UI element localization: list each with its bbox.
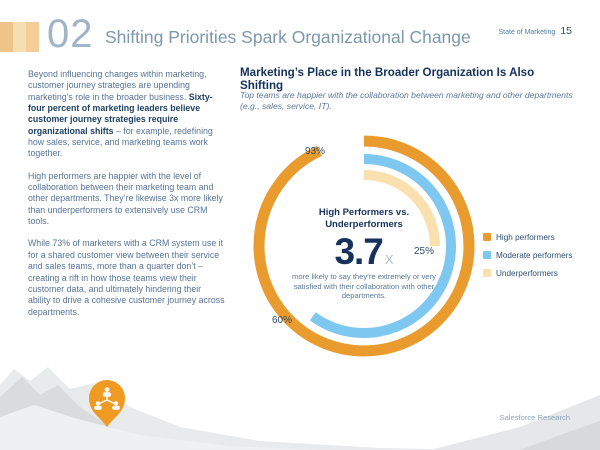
pin-body xyxy=(89,380,125,427)
legend-label: Underperformers xyxy=(496,268,558,278)
chart-legend: High performers Moderate performers Unde… xyxy=(483,228,572,282)
legend-swatch-underperformers xyxy=(483,269,491,277)
stat-value: 3.7 xyxy=(334,230,383,272)
stripe-3 xyxy=(26,22,39,52)
center-heading: High Performers vs. Underperformers xyxy=(289,207,439,232)
center-heading-line1: High Performers vs. xyxy=(318,207,410,218)
page-number: 15 xyxy=(560,25,572,37)
legend-swatch-moderate-performers xyxy=(483,251,491,259)
stripe-2 xyxy=(13,22,26,52)
paragraph-3: While 73% of marketers with a CRM system… xyxy=(28,238,225,317)
center-stat: 3.7 X xyxy=(289,233,439,270)
report-name: State of Marketing xyxy=(498,29,556,36)
page-title: Shifting Priorities Spark Organizational… xyxy=(105,27,471,47)
legend-swatch-high-performers xyxy=(483,233,491,241)
stat-caption: more likely to say they’re extremely or … xyxy=(292,271,436,301)
paragraph-1-highlight: Sixty-four percent of marketing leaders … xyxy=(28,91,213,136)
stat-multiplier-x: X xyxy=(384,251,394,267)
legend-label: Moderate performers xyxy=(496,250,573,260)
ring-value-moderate-performers: 60% xyxy=(272,315,293,326)
chapter-number: 02 xyxy=(47,12,94,56)
body-text-column: Beyond influencing changes within market… xyxy=(28,69,226,329)
paragraph-1: Beyond influencing changes within market… xyxy=(28,69,226,160)
corner-stripes-decoration xyxy=(0,22,39,52)
ring-high-performers xyxy=(253,135,475,357)
chart-title: Marketing’s Place in the Broader Organiz… xyxy=(240,66,535,92)
legend-item-moderate-performers: Moderate performers xyxy=(483,246,572,264)
paragraph-2: High performers are happier with the lev… xyxy=(28,170,223,227)
paragraph-1-outro: – for example, redefining how sales, ser… xyxy=(28,125,213,159)
legend-item-underperformers: Underperformers xyxy=(483,264,572,282)
ring-value-underperformers: 25% xyxy=(414,246,435,257)
mountains-decoration xyxy=(0,367,600,450)
concentric-donut-chart xyxy=(253,135,475,357)
running-header: State of Marketing 15 xyxy=(499,25,573,37)
stripe-1 xyxy=(0,22,13,52)
chart-subtitle: Top teams are happier with the collabora… xyxy=(240,90,573,112)
legend-item-high-performers: High performers xyxy=(483,228,572,246)
legend-label: High performers xyxy=(496,232,555,242)
paragraph-1-intro: Beyond influencing changes within market… xyxy=(28,69,207,102)
ring-moderate-performers xyxy=(272,154,456,338)
center-heading-line2: Underperformers xyxy=(325,219,403,231)
ring-underperformers xyxy=(288,170,440,322)
org-chart-pin-icon xyxy=(89,380,125,427)
ring-value-high-performers: 93% xyxy=(305,146,326,157)
mountain-front-right xyxy=(520,421,600,450)
mountain-foreground-left xyxy=(0,405,320,450)
org-chart-people xyxy=(94,387,120,410)
donut-center-annotation: High Performers vs. Underperformers 3.7 X… xyxy=(289,207,439,301)
source-credit: Salesforce Research xyxy=(499,413,571,422)
